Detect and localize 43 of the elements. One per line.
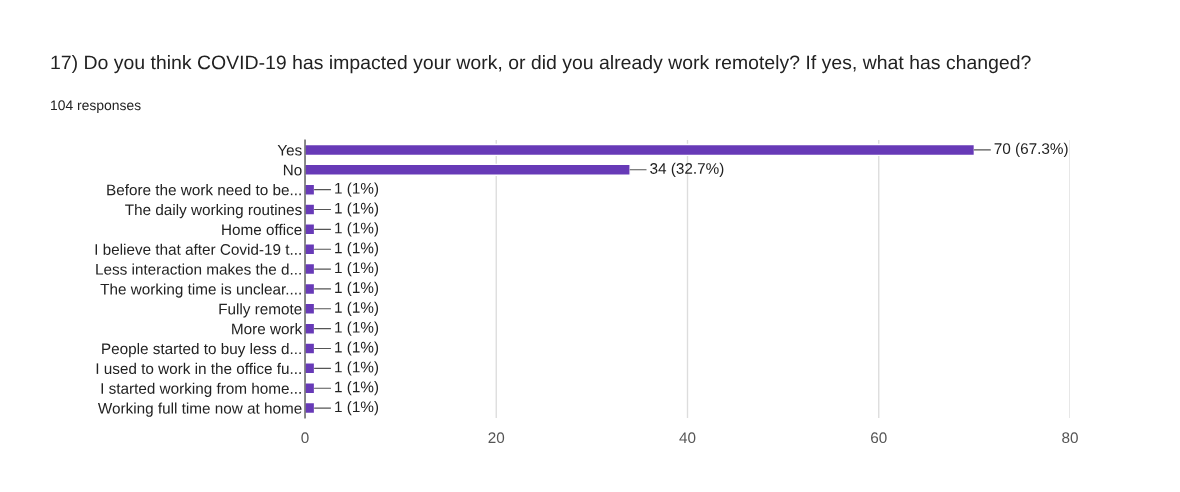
bar <box>305 342 316 355</box>
x-tick-label: 80 <box>1062 432 1078 444</box>
y-tick-label: Less interaction makes the d... <box>96 263 301 275</box>
y-tick-label: Home office <box>222 223 302 236</box>
y-tick-label: More work <box>232 323 303 335</box>
x-tick-label: 0 <box>301 432 309 444</box>
data-label: 1 (1%) <box>335 222 379 237</box>
y-tick-label: Before the work need to be... <box>107 184 301 196</box>
bar <box>305 203 316 216</box>
y-tick-label: Fully remote <box>219 303 302 318</box>
data-label: 34 (32.7%) <box>650 162 724 177</box>
y-tick-label: Working full time now at home <box>97 402 302 417</box>
data-label: 1 (1%) <box>335 182 379 197</box>
bar <box>305 163 631 176</box>
data-label: 1 (1%) <box>335 341 379 356</box>
data-label: 1 (1%) <box>335 361 379 376</box>
data-label: 1 (1%) <box>335 321 379 336</box>
y-tick-label: No <box>283 164 302 176</box>
data-label: 1 (1%) <box>335 301 379 316</box>
y-tick-label: I believe that after Covid-19 t... <box>95 243 301 255</box>
x-tick-label: 20 <box>488 432 505 444</box>
data-label: 1 (1%) <box>335 202 379 217</box>
y-tick-label: The daily working routines <box>125 203 302 219</box>
y-tick-label: People started to buy less d... <box>102 342 301 358</box>
y-tick-label: Yes <box>277 144 302 156</box>
data-label: 1 (1%) <box>335 281 379 297</box>
data-label: 1 (1%) <box>335 400 379 416</box>
x-tick-label: 40 <box>679 432 696 444</box>
text: 104 responses <box>51 100 141 113</box>
data-label: 1 (1%) <box>335 242 379 257</box>
bar <box>305 223 316 236</box>
data-label: 1 (1%) <box>335 381 379 396</box>
bar <box>305 143 976 157</box>
chart-title: 17) Do you think COVID-19 has impacted your work, or did you already work remotely? If yes, what has changed? <box>51 55 1031 74</box>
data-label: 1 (1%) <box>335 261 379 277</box>
y-tick-label: I used to work in the office fu... <box>96 362 301 375</box>
bar <box>305 183 316 196</box>
bar <box>305 322 316 335</box>
y-tick-label: I started working from home... <box>101 382 301 397</box>
bar <box>305 362 316 375</box>
data-label: 70 (67.3%) <box>994 142 1068 158</box>
x-tick-label: 60 <box>871 432 887 444</box>
y-tick-label: The working time is unclear.... <box>100 283 301 298</box>
